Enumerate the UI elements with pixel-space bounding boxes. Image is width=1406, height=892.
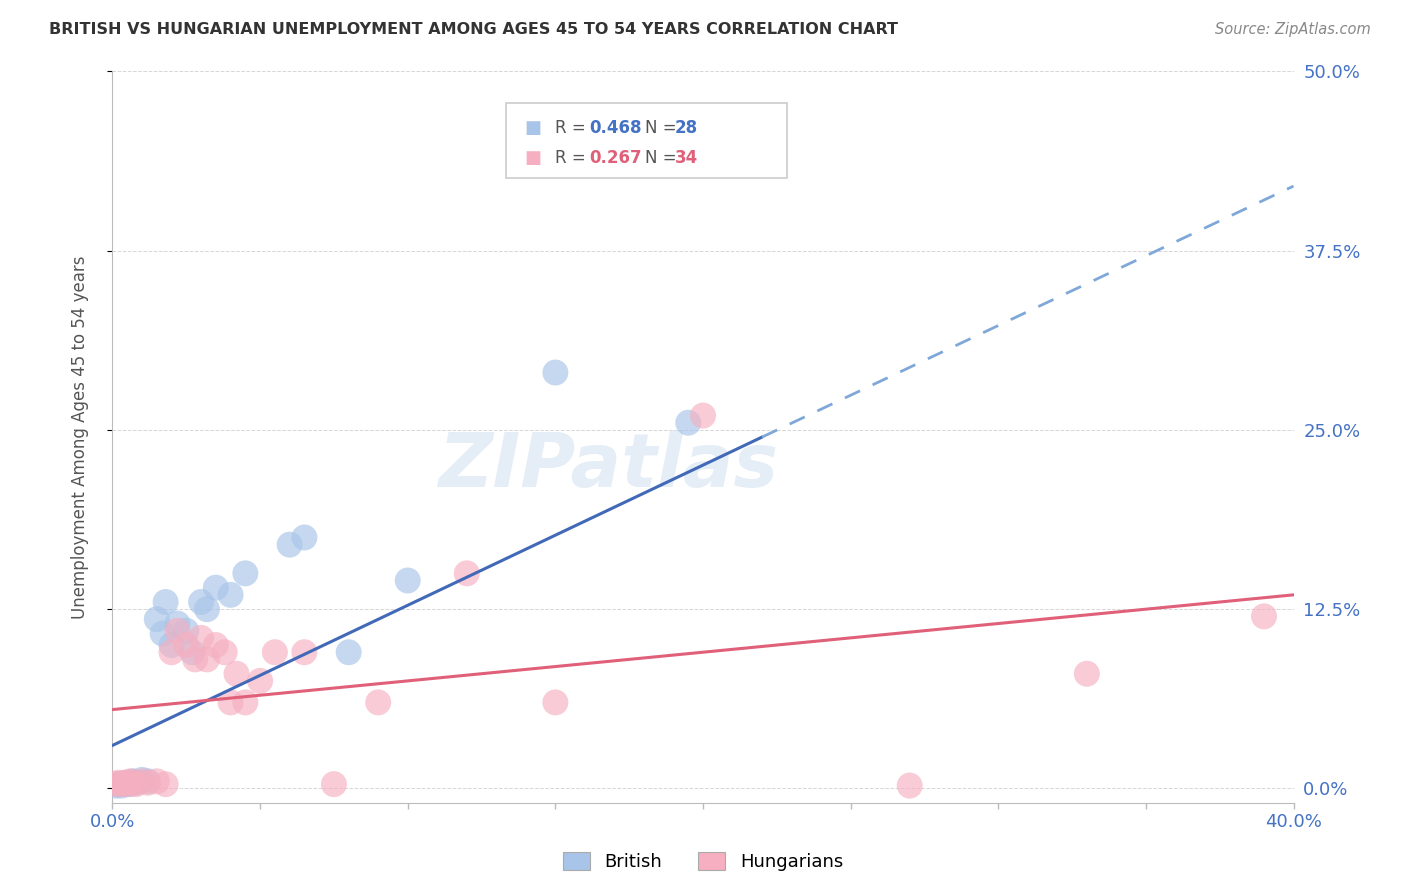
Text: N =: N = (645, 149, 682, 167)
Point (122, 775, 145, 789)
Point (898, 779, 921, 793)
Point (155, 595, 177, 609)
Point (233, 695, 256, 709)
Text: ■: ■ (524, 149, 541, 167)
Point (104, 779, 127, 793)
Text: R =: R = (555, 149, 592, 167)
Point (219, 695, 242, 709)
Text: 28: 28 (675, 119, 697, 136)
Point (544, 366, 567, 380)
Point (122, 774, 145, 789)
Point (214, 645, 236, 659)
Text: Source: ZipAtlas.com: Source: ZipAtlas.com (1215, 22, 1371, 37)
Text: ZIPatlas: ZIPatlas (439, 430, 779, 503)
Point (205, 638, 228, 652)
Text: 34: 34 (675, 149, 699, 167)
Text: R =: R = (555, 119, 592, 136)
Point (396, 574, 419, 588)
Point (367, 695, 389, 709)
Text: ■: ■ (524, 119, 541, 136)
Point (160, 638, 183, 652)
Point (110, 779, 132, 793)
Text: BRITISH VS HUNGARIAN UNEMPLOYMENT AMONG AGES 45 TO 54 YEARS CORRELATION CHART: BRITISH VS HUNGARIAN UNEMPLOYMENT AMONG … (49, 22, 898, 37)
Point (110, 777, 132, 791)
Point (323, 777, 346, 791)
Point (104, 777, 127, 791)
Point (131, 772, 153, 787)
Point (152, 626, 174, 640)
Point (692, 409, 714, 423)
Point (120, 774, 142, 789)
Point (174, 638, 197, 652)
Point (1253, 609, 1275, 624)
Point (292, 531, 315, 545)
Point (125, 777, 148, 791)
Point (117, 777, 138, 791)
Point (146, 774, 169, 789)
Point (125, 775, 148, 789)
Point (107, 775, 129, 789)
Point (120, 777, 142, 791)
Point (190, 631, 212, 645)
Text: N =: N = (645, 119, 682, 136)
Point (160, 645, 183, 659)
Point (195, 652, 218, 666)
Point (195, 602, 218, 616)
Point (225, 666, 247, 681)
Point (136, 774, 159, 789)
Point (249, 673, 271, 688)
Text: 0.468: 0.468 (589, 119, 641, 136)
Y-axis label: Unemployment Among Ages 45 to 54 years: Unemployment Among Ages 45 to 54 years (70, 255, 89, 619)
Point (184, 652, 207, 666)
Point (219, 588, 242, 602)
Point (174, 624, 197, 638)
Point (292, 645, 315, 659)
Point (233, 566, 256, 581)
Point (166, 616, 188, 631)
Point (264, 645, 287, 659)
Text: 0.267: 0.267 (589, 149, 641, 167)
Point (205, 581, 228, 595)
Point (181, 645, 204, 659)
Point (1076, 666, 1098, 681)
Point (155, 777, 177, 791)
Point (112, 775, 135, 789)
Point (166, 624, 188, 638)
Point (112, 777, 135, 791)
Point (544, 695, 567, 709)
Point (131, 774, 153, 789)
Point (117, 775, 138, 789)
Point (456, 566, 478, 581)
Legend: British, Hungarians: British, Hungarians (555, 845, 851, 879)
Point (278, 538, 301, 552)
Point (136, 775, 159, 789)
Point (678, 416, 700, 430)
Point (146, 612, 169, 626)
Point (337, 645, 360, 659)
Point (190, 595, 212, 609)
Point (107, 777, 129, 791)
